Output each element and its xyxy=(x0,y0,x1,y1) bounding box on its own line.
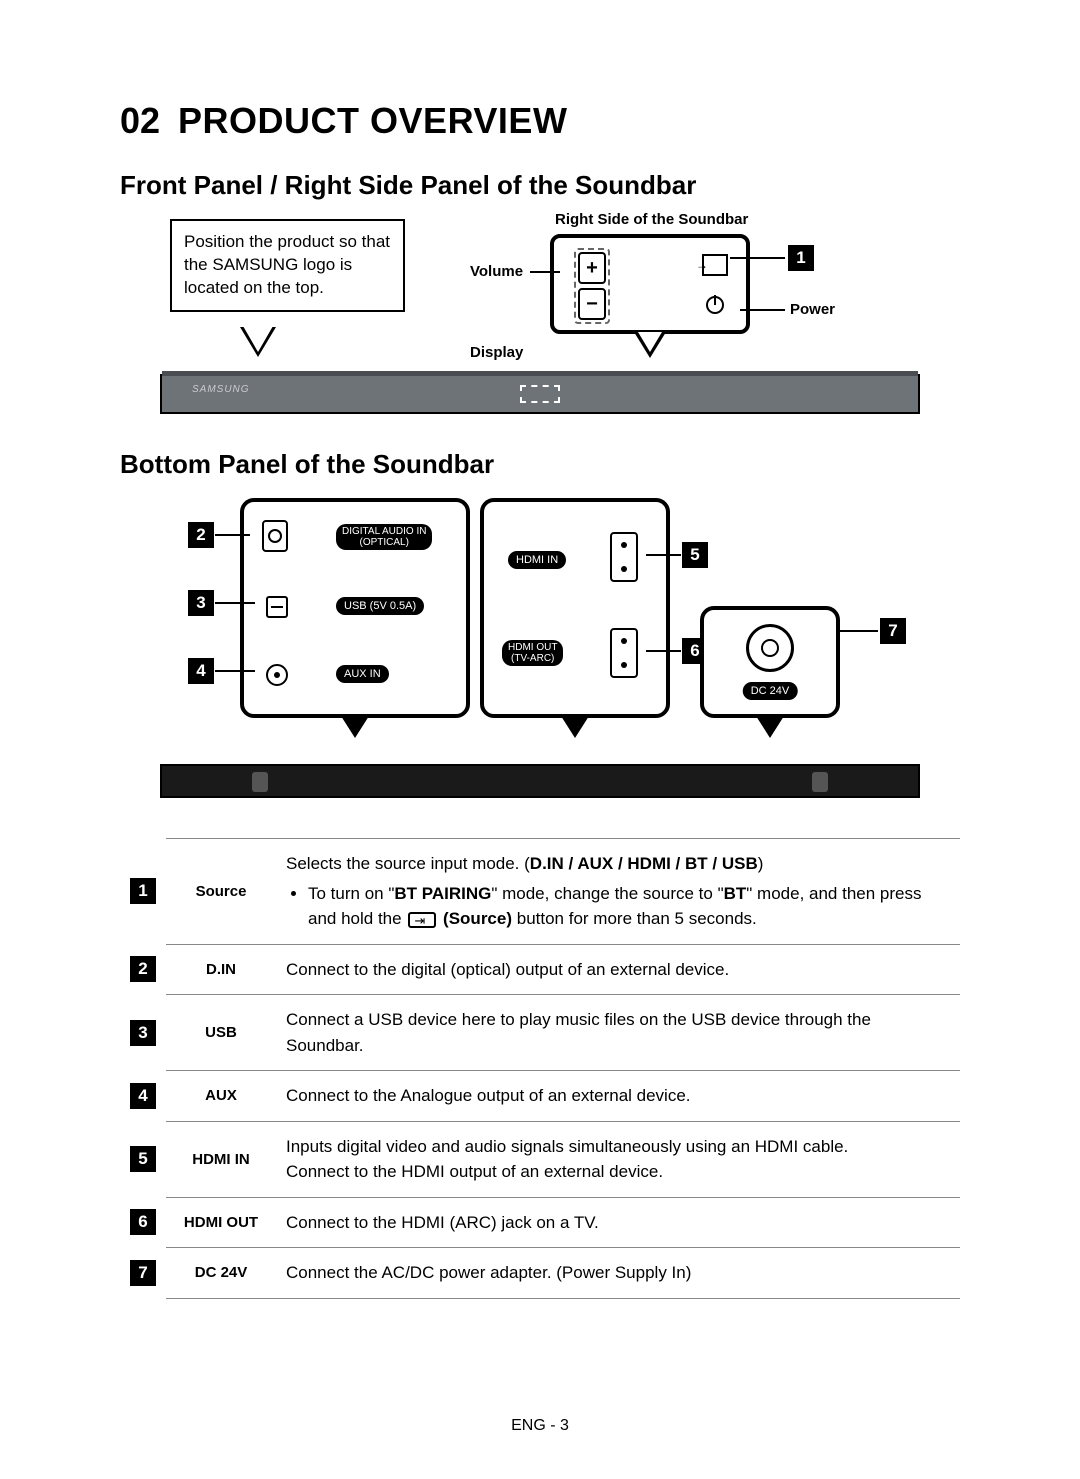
volume-down-button[interactable]: − xyxy=(578,288,606,320)
soundbar-bottom-strip xyxy=(160,764,920,798)
row-desc: Connect a USB device here to play music … xyxy=(276,995,960,1071)
samsung-logo-text: SAMSUNG xyxy=(192,384,250,395)
section-title: PRODUCT OVERVIEW xyxy=(178,100,567,142)
badge-3: 3 xyxy=(188,590,214,616)
lead-3 xyxy=(215,602,255,604)
usb-port-icon xyxy=(266,596,288,618)
lead-2 xyxy=(215,534,250,536)
aux-port-icon xyxy=(266,664,288,686)
row-desc: Connect to the HDMI (ARC) jack on a TV. xyxy=(276,1197,960,1248)
badge-2: 2 xyxy=(188,522,214,548)
row-desc: Selects the source input mode. (D.IN / A… xyxy=(276,839,960,945)
volume-up-button[interactable]: + xyxy=(578,252,606,284)
lead-volume xyxy=(530,271,560,273)
lead-6 xyxy=(646,650,681,652)
bottom-panel-c: DC 24V xyxy=(700,606,840,718)
power-label: Power xyxy=(790,301,835,318)
bottom-panel-a: DIGITAL AUDIO IN(OPTICAL) USB (5V 0.5A) … xyxy=(240,498,470,718)
page-footer: ENG - 3 xyxy=(511,1417,569,1435)
table-row: 4 AUX Connect to the Analogue output of … xyxy=(120,1071,960,1122)
hdmi-in-label: HDMI IN xyxy=(508,550,566,569)
subsection-front-panel: Front Panel / Right Side Panel of the So… xyxy=(120,170,960,201)
row-badge: 7 xyxy=(130,1260,156,1286)
aux-label: AUX IN xyxy=(336,664,389,683)
row-desc: Connect to the Analogue output of an ext… xyxy=(276,1071,960,1122)
row-name: DC 24V xyxy=(166,1248,276,1299)
volume-label: Volume xyxy=(470,263,523,280)
soundbar-front-strip: SAMSUNG xyxy=(160,374,920,414)
row-badge: 4 xyxy=(130,1083,156,1109)
hdmi-out-label: HDMI OUT(TV-ARC) xyxy=(502,640,563,666)
position-callout: Position the product so that the SAMSUNG… xyxy=(170,219,405,312)
lead-source xyxy=(730,257,785,259)
optical-label: DIGITAL AUDIO IN(OPTICAL) xyxy=(336,524,432,550)
lead-power xyxy=(740,309,785,311)
hdmi-out-port-icon xyxy=(610,628,638,678)
row-badge: 5 xyxy=(130,1146,156,1172)
subsection-bottom-panel: Bottom Panel of the Soundbar xyxy=(120,449,960,480)
section-number: 02 xyxy=(120,100,160,142)
hdmi-in-port-icon xyxy=(610,532,638,582)
callout-tail-inner xyxy=(243,326,273,352)
row-name: USB xyxy=(166,995,276,1071)
table-row: 6 HDMI OUT Connect to the HDMI (ARC) jac… xyxy=(120,1197,960,1248)
right-side-panel: + − xyxy=(550,234,750,334)
optical-port-icon xyxy=(262,520,288,552)
row-desc: Connect to the digital (optical) output … xyxy=(276,944,960,995)
row-name: AUX xyxy=(166,1071,276,1122)
right-side-label: Right Side of the Soundbar xyxy=(555,211,748,228)
row-badge: 3 xyxy=(130,1020,156,1046)
usb-label: USB (5V 0.5A) xyxy=(336,596,424,615)
row-desc: Inputs digital video and audio signals s… xyxy=(276,1121,960,1197)
table-row: 5 HDMI IN Inputs digital video and audio… xyxy=(120,1121,960,1197)
badge-4: 4 xyxy=(188,658,214,684)
lead-5 xyxy=(646,554,681,556)
bottom-panel-diagram: DIGITAL AUDIO IN(OPTICAL) USB (5V 0.5A) … xyxy=(160,498,920,798)
badge-5: 5 xyxy=(682,542,708,568)
front-panel-diagram: Position the product so that the SAMSUNG… xyxy=(160,219,920,419)
row-name: HDMI OUT xyxy=(166,1197,276,1248)
table-row: 7 DC 24V Connect the AC/DC power adapter… xyxy=(120,1248,960,1299)
row-name: HDMI IN xyxy=(166,1121,276,1197)
row-badge: 6 xyxy=(130,1209,156,1235)
table-row: 2 D.IN Connect to the digital (optical) … xyxy=(120,944,960,995)
source-inline-icon xyxy=(408,912,436,928)
row-desc: Connect the AC/DC power adapter. (Power … xyxy=(276,1248,960,1299)
section-header: 02 PRODUCT OVERVIEW xyxy=(120,100,960,142)
ports-table: 1 Source Selects the source input mode. … xyxy=(120,838,960,1299)
row-name: D.IN xyxy=(166,944,276,995)
badge-7: 7 xyxy=(880,618,906,644)
power-icon[interactable] xyxy=(706,296,724,314)
bottom-panel-b: HDMI IN HDMI OUT(TV-ARC) xyxy=(480,498,670,718)
display-icon xyxy=(520,385,560,403)
source-icon[interactable] xyxy=(702,254,728,276)
dc-label: DC 24V xyxy=(743,681,798,700)
lead-4 xyxy=(215,670,255,672)
table-row: 3 USB Connect a USB device here to play … xyxy=(120,995,960,1071)
display-label: Display xyxy=(470,344,523,361)
row-badge: 2 xyxy=(130,956,156,982)
lead-7 xyxy=(838,630,878,632)
dc-socket-icon xyxy=(746,624,794,672)
table-row: 1 Source Selects the source input mode. … xyxy=(120,839,960,945)
row-name: Source xyxy=(166,839,276,945)
volume-button-group: + − xyxy=(574,248,610,324)
badge-1: 1 xyxy=(788,245,814,271)
row-badge: 1 xyxy=(130,878,156,904)
